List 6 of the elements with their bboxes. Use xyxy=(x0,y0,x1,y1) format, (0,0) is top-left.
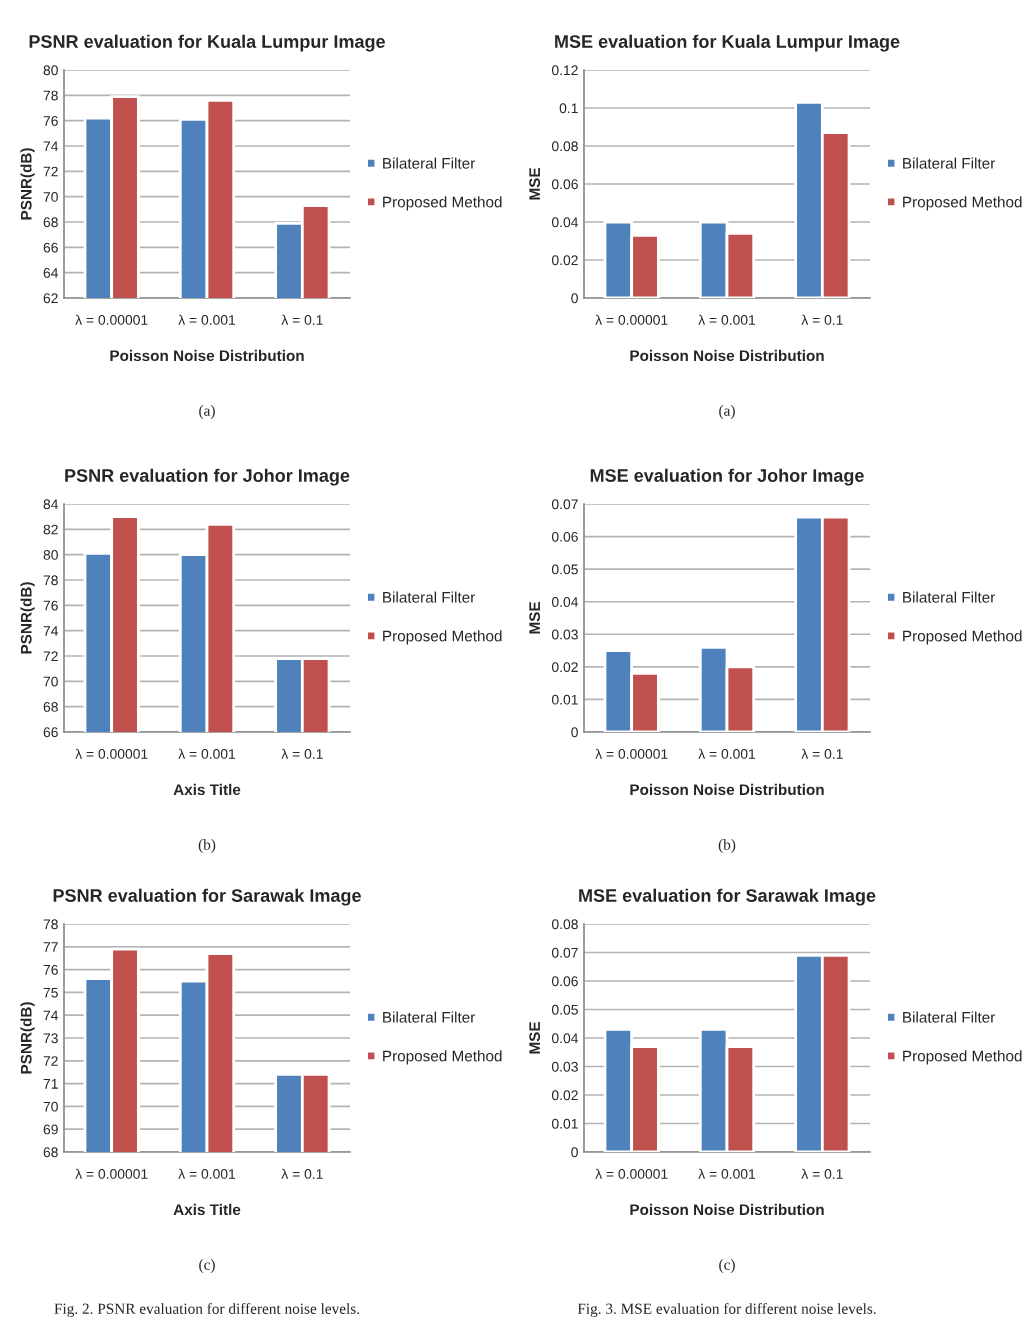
chart-title: MSE evaluation for Kuala Lumpur Image xyxy=(555,34,900,52)
chart-title: PSNR evaluation for Kuala Lumpur Image xyxy=(29,34,385,52)
chart-title: MSE evaluation for Johor Image xyxy=(590,468,864,486)
chart-title: MSE evaluation for Sarawak Image xyxy=(579,888,876,906)
chart-title: PSNR evaluation for Johor Image xyxy=(65,468,350,486)
chart-title: PSNR evaluation for Sarawak Image xyxy=(53,888,361,906)
